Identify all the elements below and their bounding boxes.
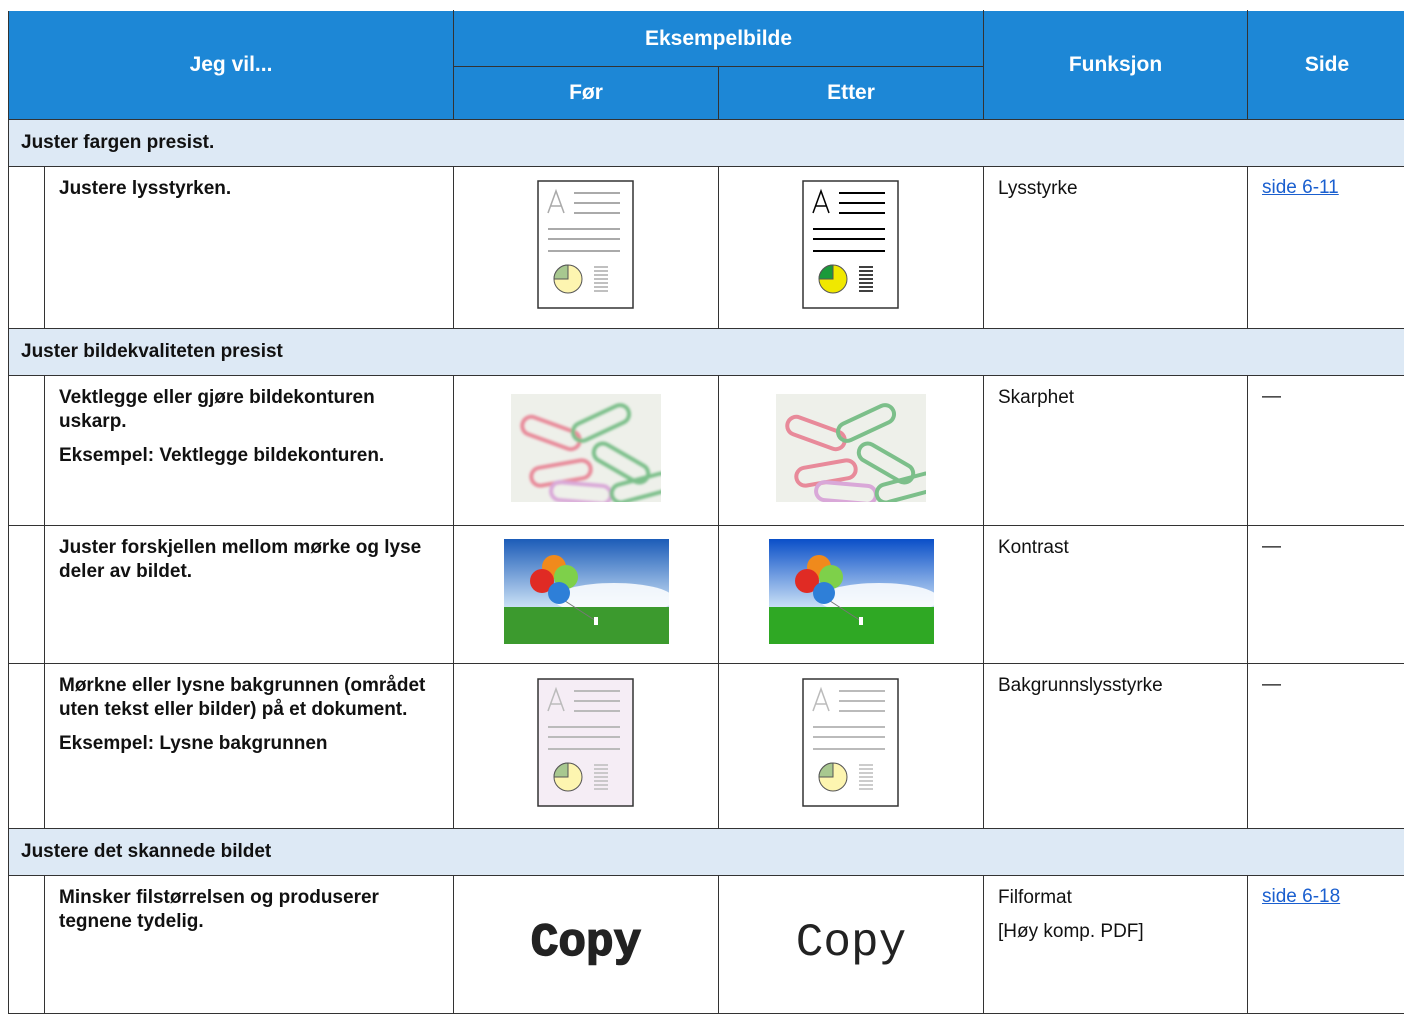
section-title: Justere det skannede bildet: [8, 828, 1404, 876]
task-text: Vektlegge eller gjøre bildekonturen uska…: [59, 387, 375, 432]
feature-row: Mørkne eller lysne bakgrunnen (området u…: [8, 663, 1404, 829]
before-image-cell: Copy: [453, 875, 719, 1014]
header-task: Jeg vil...: [8, 10, 454, 120]
page-link[interactable]: side 6-18: [1262, 886, 1341, 907]
function-text: [Høy komp. PDF]: [998, 921, 1144, 942]
after-image-cell: [718, 663, 984, 829]
function-cell: Kontrast: [983, 525, 1248, 664]
feature-table: Jeg vil... Eksempelbilde Funksjon Side F…: [8, 10, 1404, 1014]
function-text: Filformat: [998, 887, 1072, 908]
page-cell: side 6-18: [1247, 875, 1404, 1014]
feature-row: Justere lysstyrken. Lysstyrke side 6-11: [8, 166, 1404, 329]
section-title: Juster fargen presist.: [8, 119, 1404, 167]
task-text: Justere lysstyrken.: [59, 178, 232, 199]
after-image-cell: [718, 525, 984, 664]
task-text: Eksempel: Vektlegge bildekonturen.: [59, 445, 385, 466]
function-cell: Filformat [Høy komp. PDF]: [983, 875, 1248, 1014]
paperclip-photo: [511, 393, 673, 506]
indent-cell: [8, 663, 45, 829]
header-before: Før: [453, 66, 719, 120]
page-cell: —: [1247, 375, 1404, 526]
table-body: Juster fargen presist. Justere lysstyrken…: [8, 119, 1404, 1014]
indent-cell: [8, 875, 45, 1014]
function-text: Bakgrunnslysstyrke: [998, 675, 1163, 696]
function-cell: Bakgrunnslysstyrke: [983, 663, 1248, 829]
after-image-cell: Copy: [718, 875, 984, 1014]
document-icon: [537, 678, 634, 807]
header-function: Funksjon: [983, 10, 1248, 120]
task-text: Eksempel: Lysne bakgrunnen: [59, 733, 328, 754]
header-example: Eksempelbilde: [453, 10, 984, 67]
function-text: Skarphet: [998, 387, 1075, 408]
task-cell: Vektlegge eller gjøre bildekonturen uska…: [44, 375, 454, 526]
document-icon: [802, 678, 899, 807]
section-title: Juster bildekvaliteten presist: [8, 328, 1404, 376]
before-image-cell: [453, 166, 719, 329]
task-cell: Juster forskjellen mellom mørke og lyse …: [44, 525, 454, 664]
function-text: Kontrast: [998, 537, 1069, 558]
page-text: —: [1262, 674, 1281, 695]
balloon-photo: [768, 539, 939, 644]
task-text: Juster forskjellen mellom mørke og lyse …: [59, 537, 422, 582]
copy-sample: Copy: [530, 916, 642, 970]
section-row: Justere det skannede bildet: [8, 828, 1404, 876]
document-icon: [537, 179, 634, 309]
paperclip-photo: [776, 393, 938, 506]
task-cell: Justere lysstyrken.: [44, 166, 454, 329]
indent-cell: [8, 525, 45, 664]
section-row: Juster bildekvaliteten presist: [8, 328, 1404, 376]
sample-text: Copy: [796, 917, 906, 969]
sample-text: Copy: [531, 917, 641, 969]
after-image-cell: [718, 166, 984, 329]
task-text: Mørkne eller lysne bakgrunnen (området u…: [59, 675, 426, 720]
page-text: —: [1262, 536, 1281, 557]
indent-cell: [8, 166, 45, 329]
task-cell: Mørkne eller lysne bakgrunnen (området u…: [44, 663, 454, 829]
copy-sample: Copy: [796, 917, 906, 969]
function-cell: Lysstyrke: [983, 166, 1248, 329]
before-image-cell: [453, 663, 719, 829]
feature-row: Juster forskjellen mellom mørke og lyse …: [8, 525, 1404, 664]
page-cell: side 6-11: [1247, 166, 1404, 329]
before-image-cell: [453, 525, 719, 664]
document-icon: [802, 179, 899, 309]
page-link[interactable]: side 6-11: [1262, 177, 1339, 198]
feature-row: Minsker filstørrelsen og produserer tegn…: [8, 875, 1404, 1014]
page-cell: —: [1247, 663, 1404, 829]
function-text: Lysstyrke: [998, 178, 1078, 199]
balloon-photo: [503, 539, 674, 644]
page-text: —: [1262, 386, 1281, 407]
task-cell: Minsker filstørrelsen og produserer tegn…: [44, 875, 454, 1014]
indent-cell: [8, 375, 45, 526]
feature-row: Vektlegge eller gjøre bildekonturen uska…: [8, 375, 1404, 526]
header-after: Etter: [718, 66, 984, 120]
header-page: Side: [1247, 10, 1404, 120]
after-image-cell: [718, 375, 984, 526]
before-image-cell: [453, 375, 719, 526]
section-row: Juster fargen presist.: [8, 119, 1404, 167]
function-cell: Skarphet: [983, 375, 1248, 526]
task-text: Minsker filstørrelsen og produserer tegn…: [59, 887, 379, 932]
page-cell: —: [1247, 525, 1404, 664]
